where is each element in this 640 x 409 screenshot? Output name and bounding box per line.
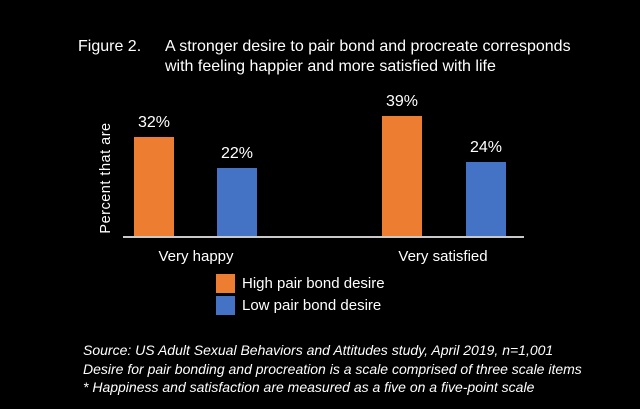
chart-title-line1: A stronger desire to pair bond and procr…	[165, 38, 571, 55]
legend-swatch-high-icon	[216, 274, 235, 293]
plot-area: 32% 22% 39% 24%	[123, 88, 524, 238]
measurement-note-line: * Happiness and satisfaction are measure…	[83, 379, 535, 395]
legend: High pair bond desire Low pair bond desi…	[216, 274, 385, 318]
value-label-high-very-happy: 32%	[137, 114, 171, 131]
bar-high-pair-bond-very-satisfied	[382, 116, 422, 236]
figure-number-label: Figure 2.	[78, 38, 142, 55]
scale-note-line: Desire for pair bonding and procreation …	[83, 360, 582, 377]
bar-low-pair-bond-very-satisfied	[466, 162, 506, 236]
legend-row-high: High pair bond desire	[216, 274, 385, 293]
value-label-low-very-satisfied: 24%	[469, 139, 503, 156]
value-label-high-very-satisfied: 39%	[385, 93, 419, 110]
legend-label-high: High pair bond desire	[242, 275, 385, 292]
chart-title-line2: with feeling happier and more satisfied …	[165, 58, 496, 75]
category-label-very-happy: Very happy	[158, 248, 234, 265]
y-axis-label: Percent that are	[98, 122, 114, 234]
value-label-low-very-happy: 22%	[220, 145, 254, 162]
bar-low-pair-bond-very-happy	[217, 168, 257, 236]
chart-title: A stronger desire to pair bond and procr…	[165, 37, 571, 77]
legend-swatch-low-icon	[216, 296, 235, 315]
source-line: Source: US Adult Sexual Behaviors and At…	[83, 342, 554, 358]
legend-row-low: Low pair bond desire	[216, 296, 385, 315]
source-notes: Source: US Adult Sexual Behaviors and At…	[83, 341, 582, 397]
bar-high-pair-bond-very-happy	[134, 137, 174, 236]
legend-label-low: Low pair bond desire	[242, 297, 382, 314]
category-label-very-satisfied: Very satisfied	[398, 248, 488, 265]
